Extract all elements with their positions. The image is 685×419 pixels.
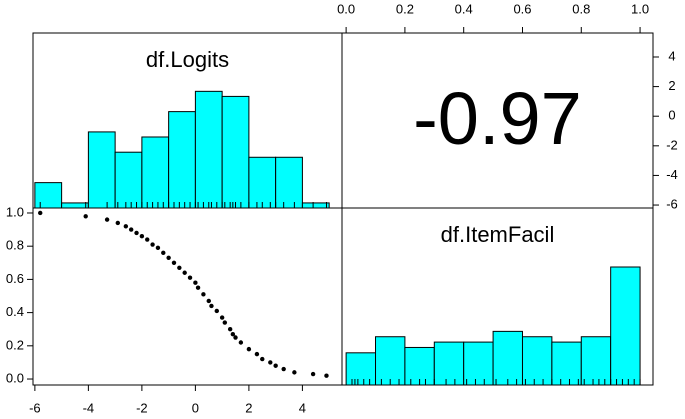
histogram-bar — [61, 202, 89, 209]
scatter-point — [273, 363, 278, 368]
histogram-bar — [87, 131, 116, 209]
scatter-point — [233, 335, 238, 340]
panel-title: df.ItemFacil — [441, 222, 555, 247]
scatter-point — [254, 351, 260, 357]
histogram-bar — [463, 341, 494, 386]
scatter-point — [171, 260, 177, 265]
y-tick-label: 0.8 — [6, 238, 24, 253]
scatter-point — [128, 227, 134, 232]
scatter-point — [324, 373, 329, 378]
y-tick-label: 1.0 — [6, 204, 24, 219]
y-tick-label: 0.2 — [6, 337, 24, 352]
correlation-value: -0.97 — [413, 77, 582, 160]
scatter-point — [155, 245, 161, 251]
histogram-bar — [492, 330, 523, 386]
scatter-point — [214, 308, 219, 314]
scatter-point — [209, 303, 214, 309]
x-tick-label: 0.8 — [572, 1, 590, 16]
histogram-bar — [404, 346, 435, 386]
panel-frame — [32, 207, 343, 386]
y-tick-label: 2 — [668, 78, 675, 93]
histogram-bar — [248, 156, 277, 209]
scatter-point — [292, 370, 297, 375]
scatter-point — [260, 356, 265, 362]
histogram-bar — [345, 352, 377, 386]
histogram-bar — [221, 95, 250, 209]
scatter-point — [166, 255, 171, 261]
y-tick-label: 4 — [668, 48, 675, 63]
scatter-point — [123, 224, 129, 229]
histogram-bar — [34, 182, 63, 209]
x-tick-label: 2 — [245, 400, 252, 415]
scatter-point — [182, 270, 187, 275]
histogram-bar — [141, 136, 170, 209]
scatter-point — [150, 242, 155, 247]
x-tick-label: 0 — [192, 400, 199, 415]
scatter-point — [139, 234, 145, 239]
scatter-point — [187, 275, 193, 280]
x-tick-label: 4 — [299, 400, 306, 415]
x-tick-label: 0.0 — [337, 1, 355, 16]
histogram-bar — [580, 336, 612, 386]
x-tick-label: 0.2 — [396, 1, 414, 16]
y-tick-label: -4 — [666, 167, 678, 182]
y-tick-label: -6 — [666, 196, 678, 211]
x-tick-label: 1.0 — [631, 1, 649, 16]
x-tick-label: 0.4 — [455, 1, 473, 16]
histogram-bar — [301, 202, 330, 209]
scatter-point — [222, 320, 228, 325]
scatter-point — [195, 285, 201, 290]
scatter-point — [206, 298, 211, 304]
scatter-point — [246, 346, 252, 352]
histogram-bar — [433, 341, 465, 386]
scatter-point — [193, 280, 198, 285]
scatter-point — [201, 292, 206, 297]
x-tick-label: -6 — [29, 400, 41, 415]
scatter-point — [238, 340, 244, 345]
histogram-bar — [610, 266, 641, 386]
y-tick-label: 0.0 — [6, 370, 24, 385]
x-tick-label: 0.6 — [513, 1, 531, 16]
histogram-bar — [114, 151, 143, 209]
x-tick-label: -2 — [136, 400, 148, 415]
y-tick-label: -2 — [666, 137, 678, 152]
scatter-point — [38, 210, 43, 216]
scatter-point — [268, 360, 273, 365]
x-tick-label: -4 — [83, 400, 95, 415]
scatter-point — [310, 371, 316, 377]
y-tick-label: 0.6 — [6, 271, 24, 286]
histogram-bar — [551, 341, 582, 386]
panel-frame — [341, 207, 654, 386]
histogram-bar — [168, 111, 196, 209]
histogram-bar — [375, 336, 406, 386]
histogram-bar — [194, 90, 223, 209]
panel-title: df.Logits — [146, 47, 229, 72]
scatter-point — [83, 214, 88, 219]
scatter-point — [161, 250, 166, 256]
histogram-bar — [275, 156, 303, 209]
y-tick-label: 0 — [668, 108, 675, 123]
scatter-point — [115, 220, 121, 226]
y-tick-label: 0.4 — [6, 304, 24, 319]
scatter-point — [104, 217, 110, 222]
scatter-point — [145, 237, 150, 242]
scatter-point — [219, 315, 225, 320]
scatter-point — [177, 265, 182, 270]
scatter-point — [281, 366, 286, 372]
scatter-point — [227, 327, 233, 332]
scatter-point — [134, 230, 139, 236]
histogram-bar — [521, 336, 553, 386]
scatter-point — [230, 331, 236, 337]
